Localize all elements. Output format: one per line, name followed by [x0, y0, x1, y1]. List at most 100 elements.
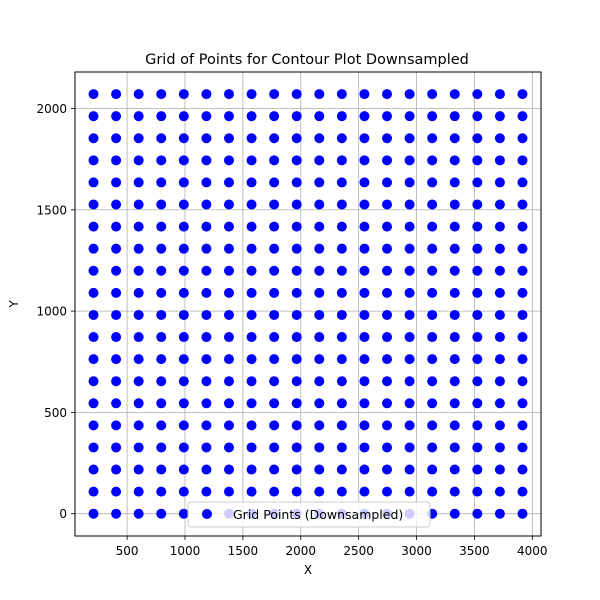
data-point: [336, 133, 347, 144]
data-point: [291, 354, 302, 365]
data-point: [223, 309, 234, 320]
data-point: [336, 420, 347, 431]
data-point: [517, 332, 528, 343]
data-point: [427, 177, 438, 188]
data-point: [449, 486, 460, 497]
data-point: [494, 177, 505, 188]
data-point: [178, 508, 189, 519]
data-point: [133, 199, 144, 210]
data-point: [404, 221, 415, 232]
data-point: [178, 486, 189, 497]
data-point: [314, 243, 325, 254]
data-point: [382, 89, 393, 100]
data-point: [404, 287, 415, 298]
data-point: [201, 155, 212, 166]
data-point: [133, 508, 144, 519]
data-point: [427, 354, 438, 365]
data-point: [178, 243, 189, 254]
data-point: [246, 486, 257, 497]
data-point: [156, 287, 167, 298]
data-point: [88, 111, 99, 122]
data-point: [88, 486, 99, 497]
data-point: [517, 199, 528, 210]
data-point: [88, 354, 99, 365]
data-point: [314, 155, 325, 166]
data-point: [449, 243, 460, 254]
data-point: [291, 111, 302, 122]
data-point: [133, 332, 144, 343]
data-point: [246, 243, 257, 254]
data-point: [291, 243, 302, 254]
data-point: [336, 442, 347, 453]
data-point: [178, 265, 189, 276]
data-point: [359, 89, 370, 100]
data-point: [201, 309, 212, 320]
data-point: [517, 420, 528, 431]
data-point: [314, 89, 325, 100]
data-point: [359, 265, 370, 276]
data-point: [178, 199, 189, 210]
data-point: [291, 332, 302, 343]
legend-label: Grid Points (Downsampled): [233, 507, 403, 522]
data-point: [382, 332, 393, 343]
data-point: [201, 177, 212, 188]
data-point: [178, 464, 189, 475]
data-point: [359, 398, 370, 409]
data-point: [517, 243, 528, 254]
data-point: [201, 420, 212, 431]
axis-ticks: 500 1000 1500 2000 2500 3000 3500 4000 0 500 1000 1…: [36, 102, 547, 558]
y-axis-label: Y: [7, 300, 21, 309]
data-point: [111, 354, 122, 365]
data-point: [291, 376, 302, 387]
data-point: [246, 420, 257, 431]
data-point: [269, 243, 280, 254]
data-point: [291, 155, 302, 166]
data-points: [88, 89, 528, 519]
data-point: [201, 221, 212, 232]
data-point: [404, 111, 415, 122]
data-point: [472, 199, 483, 210]
data-point: [359, 199, 370, 210]
data-point: [517, 464, 528, 475]
data-point: [178, 177, 189, 188]
data-point: [314, 133, 325, 144]
data-point: [156, 508, 167, 519]
data-point: [382, 133, 393, 144]
data-point: [494, 332, 505, 343]
data-point: [494, 111, 505, 122]
data-point: [133, 376, 144, 387]
data-point: [359, 332, 370, 343]
data-point: [156, 376, 167, 387]
data-point: [269, 199, 280, 210]
data-point: [336, 177, 347, 188]
data-point: [246, 442, 257, 453]
data-point: [111, 398, 122, 409]
data-point: [111, 265, 122, 276]
data-point: [494, 442, 505, 453]
data-point: [336, 199, 347, 210]
data-point: [156, 420, 167, 431]
data-point: [472, 155, 483, 166]
data-point: [404, 309, 415, 320]
data-point: [269, 155, 280, 166]
data-point: [314, 177, 325, 188]
data-point: [133, 133, 144, 144]
data-point: [359, 111, 370, 122]
data-point: [449, 89, 460, 100]
data-point: [291, 287, 302, 298]
data-point: [314, 221, 325, 232]
data-point: [382, 464, 393, 475]
data-point: [133, 442, 144, 453]
data-point: [223, 89, 234, 100]
data-point: [133, 243, 144, 254]
data-point: [517, 442, 528, 453]
data-point: [111, 309, 122, 320]
data-point: [427, 442, 438, 453]
data-point: [246, 199, 257, 210]
data-point: [88, 287, 99, 298]
data-point: [449, 111, 460, 122]
data-point: [201, 376, 212, 387]
data-point: [494, 221, 505, 232]
data-point: [246, 464, 257, 475]
